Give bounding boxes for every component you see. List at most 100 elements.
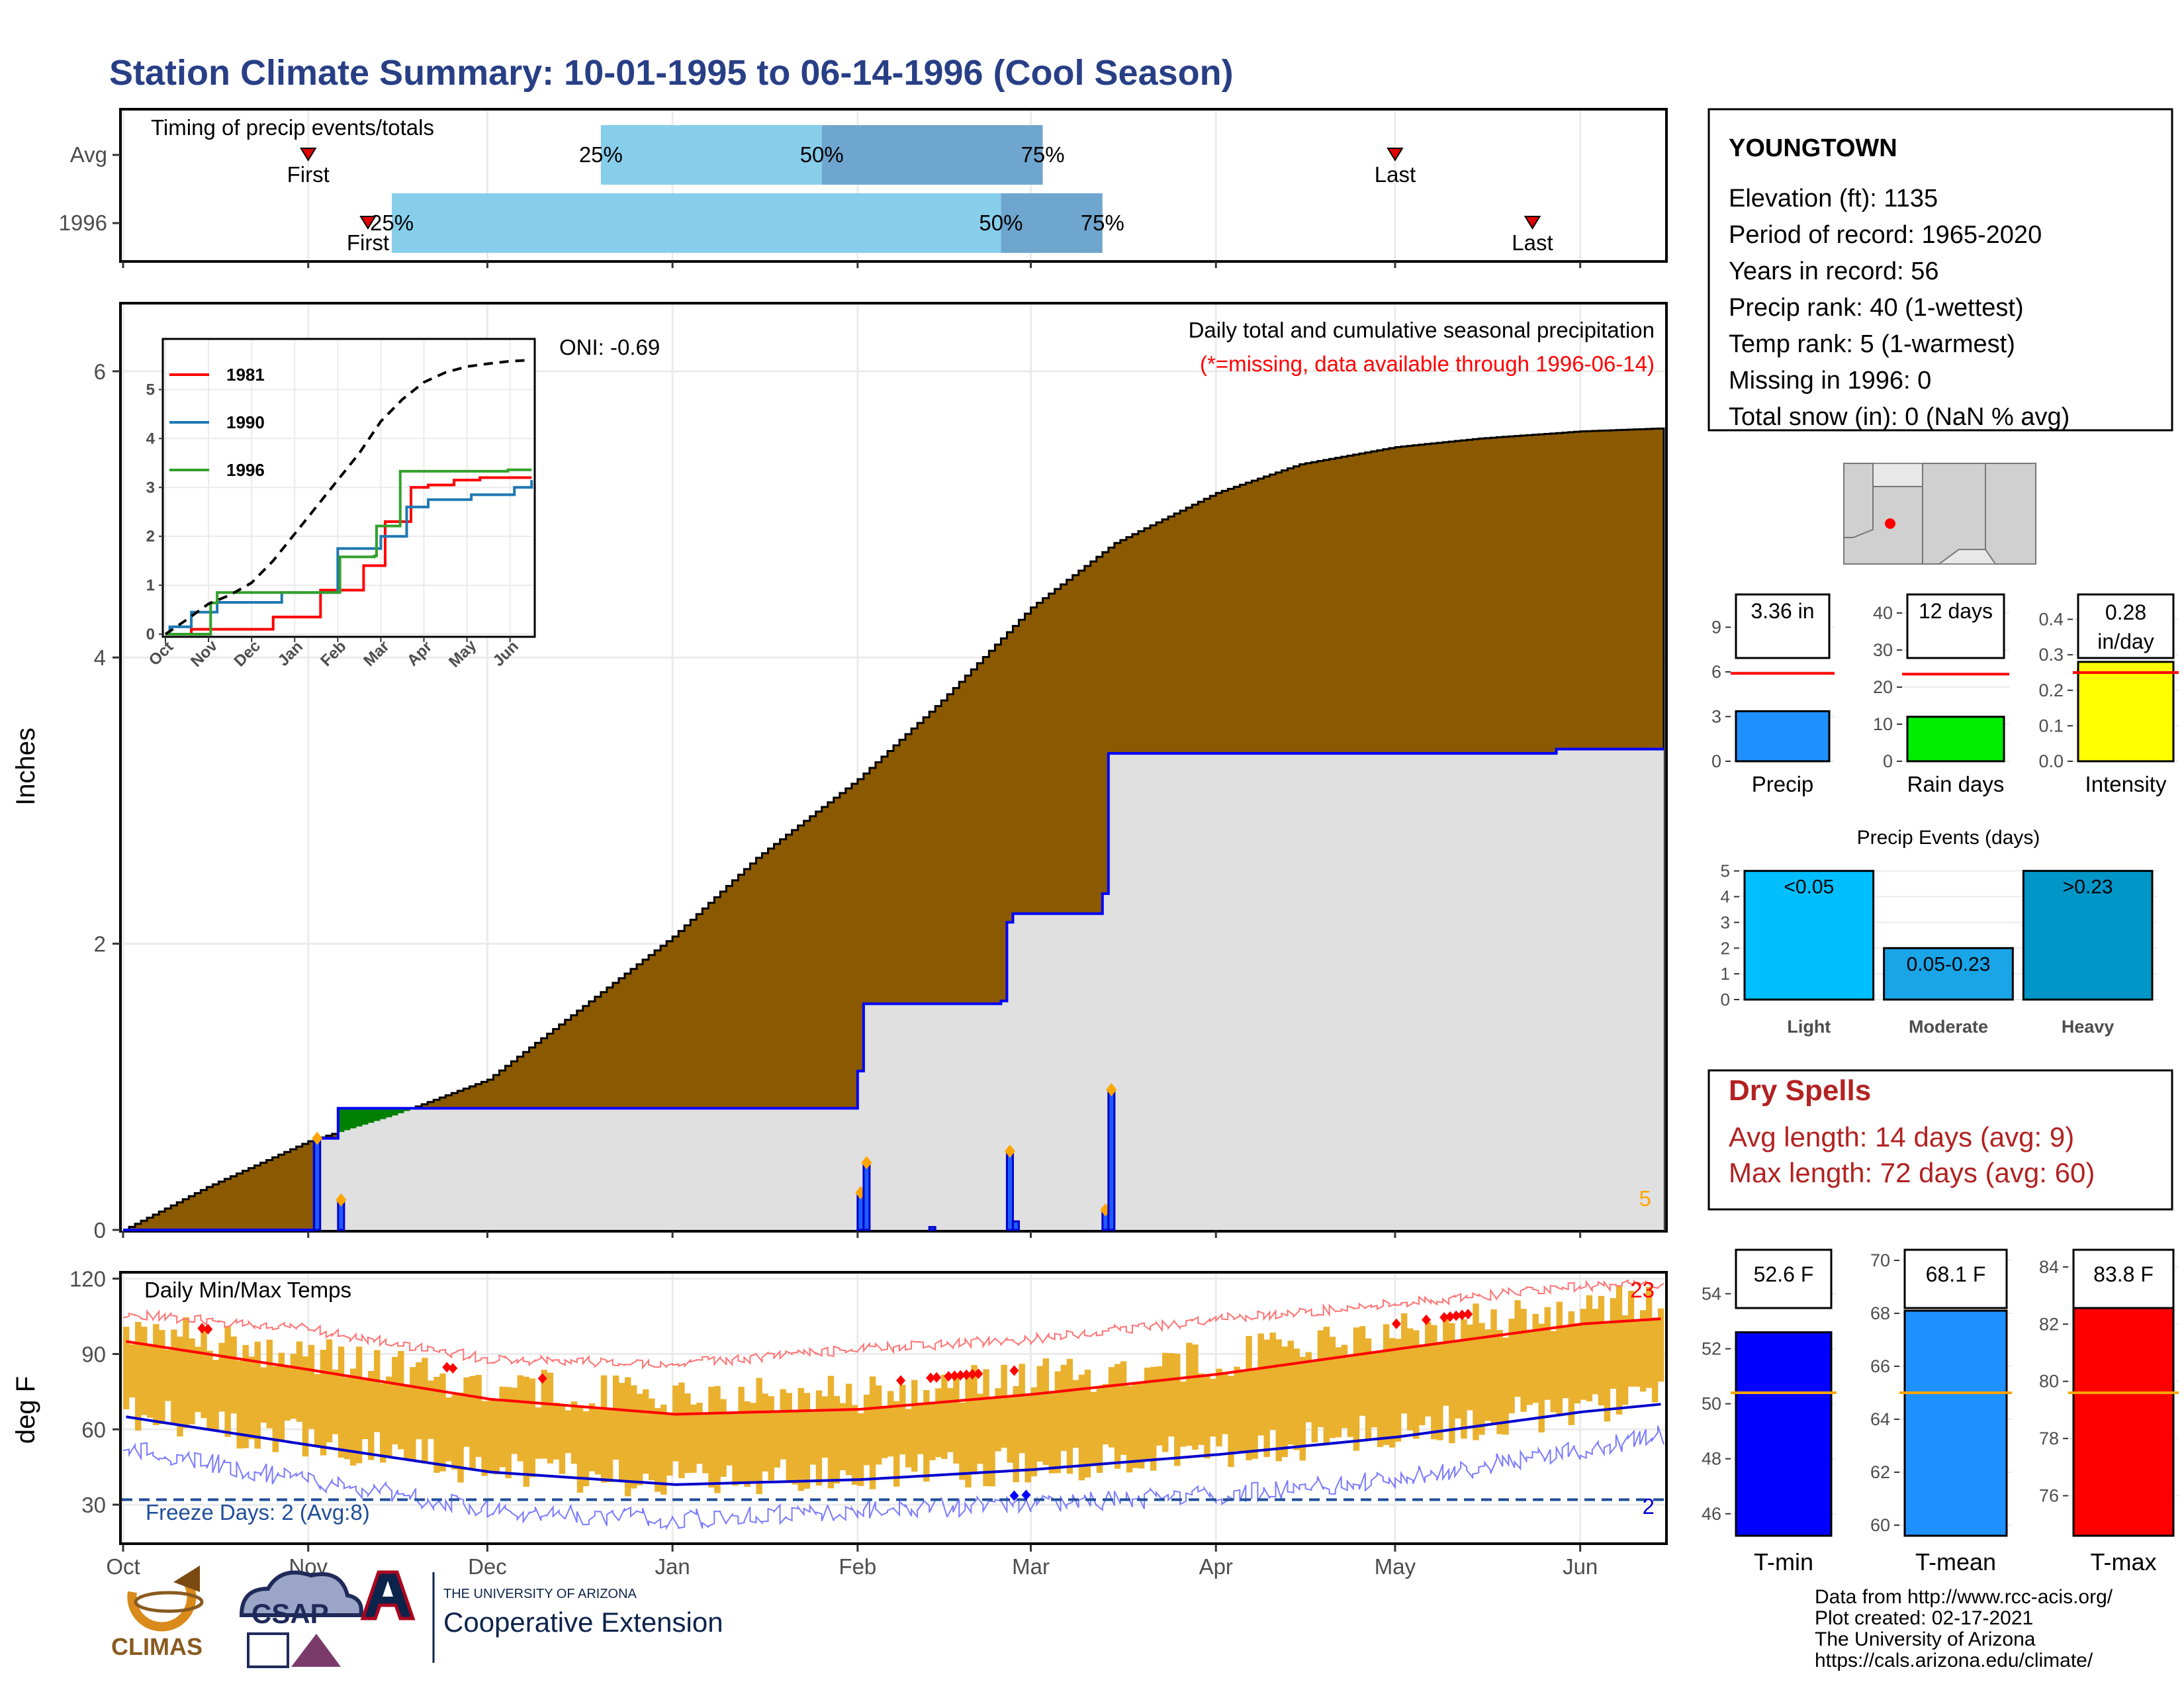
daily-temp-bar [195,1346,201,1413]
station-box-frame [1707,108,2173,432]
daily-temp-bar [1574,1323,1581,1403]
daily-temp-bar [517,1375,523,1462]
station-line: Precip rank: 40 (1-wettest) [1729,294,2024,322]
temp-tick-label: 120 [69,1267,106,1291]
daily-temp-bar [570,1401,578,1464]
daily-temp-bar [917,1405,924,1454]
precip-corner-count: 5 [1639,1186,1651,1211]
events-tick-label: 4 [1721,887,1730,907]
daily-temp-bar [1228,1376,1234,1468]
daily-temp-bar [1102,1383,1109,1444]
mini-bar-tick-label: 20 [1873,677,1893,697]
oni-label: ONI: -0.69 [559,335,660,359]
daily-temp-bar [553,1403,560,1460]
record-high-marker [537,1373,547,1384]
daily-temp-bar [177,1336,183,1437]
daily-temp-bar [1168,1353,1175,1437]
daily-temp-bar [959,1402,966,1480]
events-tick-label: 0 [1721,990,1730,1009]
mini-bar-value-bar [2077,661,2175,763]
record-high-marker [956,1370,966,1381]
daily-temp-bar [1473,1303,1479,1440]
dry-spells-max: Max length: 72 days (avg: 60) [1729,1157,2095,1188]
daily-precip-marker [861,1156,872,1170]
mini-bar-value-box [2077,593,2175,659]
temp-bar-value-bar [1735,1331,1833,1537]
record-min-line [122,1425,1664,1530]
daily-temp-bar [1388,1338,1396,1448]
daily-temp-bar [183,1317,189,1429]
daily-temp-bar [266,1339,273,1429]
daily-temp-bar [1377,1350,1384,1448]
events-bar [2022,870,2154,1001]
daily-temp-bar [1419,1346,1426,1426]
record-high-marker [1422,1314,1432,1325]
quartile-label-25: 25% [370,211,414,235]
daily-temp-bar [600,1375,608,1483]
record-low-marker [1009,1490,1019,1501]
daily-temp-bar [851,1405,858,1485]
daily-temp-bar [236,1360,243,1449]
station-line: Years in record: 56 [1729,258,1939,285]
daily-temp-bar [1042,1358,1050,1466]
daily-temp-bar [1120,1361,1127,1455]
daily-temp-bar [1150,1366,1157,1471]
record-high-marker [197,1323,207,1334]
daily-temp-bar [1317,1330,1324,1427]
mini-bar-value-label: 3.36 in [1751,599,1814,623]
daily-temp-bar [1550,1331,1557,1413]
first-event-marker [359,216,377,230]
mini-bar-category-label: Rain days [1907,772,2005,796]
surplus-area [380,1108,387,1119]
daily-precip-marker [312,1131,323,1145]
daily-temp-bar [206,1350,213,1429]
record-high-marker [203,1323,213,1335]
inset-y-label: 5 [146,381,155,399]
daily-temp-bar [624,1377,631,1497]
last-event-marker [1387,148,1404,162]
daily-temp-bar [1275,1339,1282,1462]
temp-ylabel: deg F [11,1376,40,1444]
footer-line: The University of Arizona [1815,1628,2036,1650]
daily-temp-bar [941,1374,948,1459]
mini-bar-value-label: 0.28 [2105,600,2146,624]
precip-tick-label: 6 [94,359,106,384]
daily-temp-bar [559,1406,566,1474]
daily-temp-bar [1251,1368,1258,1459]
daily-temp-bar [971,1365,978,1474]
temp-bar-tick-label: 78 [2039,1429,2059,1448]
temp-title: Daily Min/Max Temps [144,1278,351,1302]
daily-temp-bar [786,1393,793,1483]
daily-temp-bar [839,1403,846,1471]
month-tick-label: Apr [1199,1554,1233,1579]
daily-temp-bar [630,1385,637,1489]
daily-temp-bar [780,1389,786,1460]
month-tick-label: May [1375,1554,1416,1579]
daily-temp-bar [1162,1352,1169,1452]
daily-temp-bar [230,1336,237,1414]
daily-temp-bar [857,1413,864,1487]
daily-temp-bar [129,1344,136,1398]
surplus-area [398,1108,404,1113]
mini-bar-value-label: in/day [2097,630,2154,653]
inset-legend-label: 1996 [226,460,265,480]
daily-temp-bar [428,1380,434,1439]
precip-tick-label: 2 [94,932,106,957]
daily-temp-bar [1216,1368,1222,1447]
mini-bar-value-label: 12 days [1919,599,1993,623]
normal-max-line [126,1317,1661,1416]
quartile-label-50: 50% [800,142,844,167]
daily-temp-bar [1240,1371,1246,1454]
temp-bar-value-label: 52.6 F [1754,1262,1814,1286]
temp-bar-tick-label: 46 [1702,1504,1721,1524]
temp-bar-tick-label: 62 [1870,1462,1890,1482]
daily-precip-bar [1011,1220,1020,1231]
inset-series-line [165,476,532,635]
record-high-marker [926,1372,936,1383]
daily-temp-bar [977,1393,983,1464]
daily-temp-bar [1234,1366,1240,1451]
timing-row-label: 1996 [59,211,107,235]
observed-cumulative-area [123,749,1664,1230]
mini-bar-tick-label: 0.2 [2038,680,2064,700]
daily-temp-bar [1598,1295,1605,1406]
